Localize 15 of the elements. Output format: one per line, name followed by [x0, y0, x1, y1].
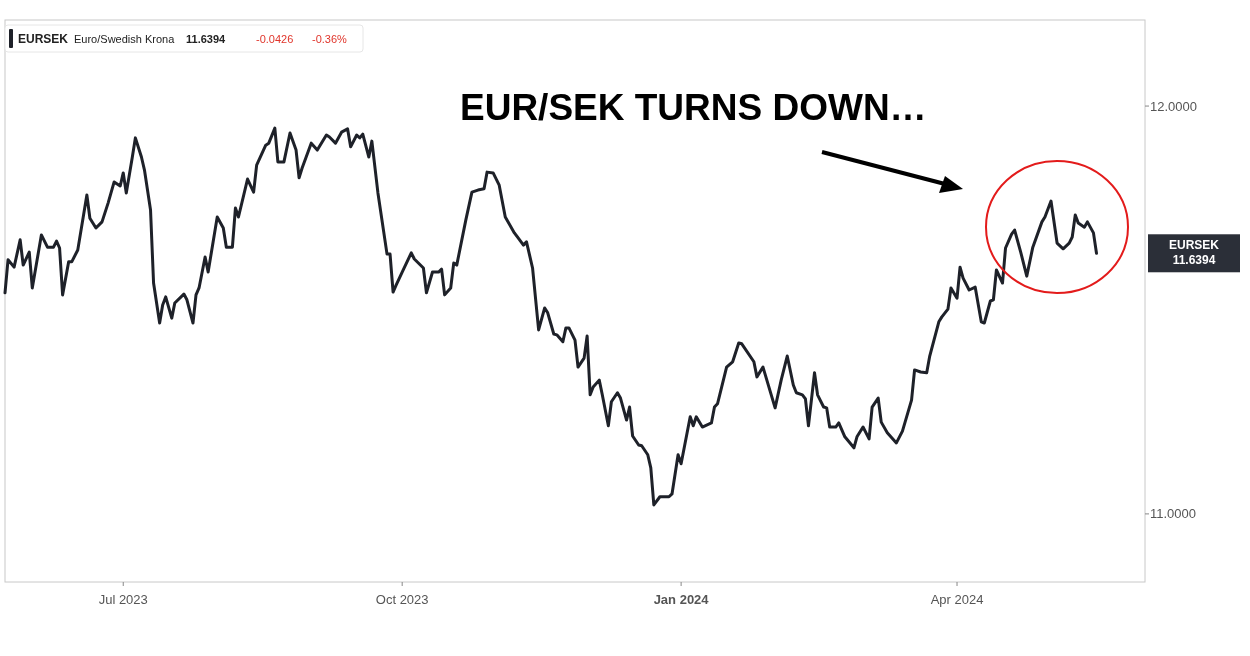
- x-tick-label: Oct 2023: [375, 592, 429, 607]
- x-tick-label: Jan 2024: [653, 592, 710, 607]
- legend-label: EURSEK: [18, 32, 69, 46]
- text: EUR/SEK TURNS DOWN…: [460, 87, 927, 128]
- x-tick-label: Apr 2024: [930, 592, 984, 607]
- line-series: [3, 126, 1098, 507]
- annotation: 11.6394: [186, 33, 227, 45]
- y-tick-label: 12.0000: [1150, 98, 1197, 114]
- annotation: -0.36%: [312, 33, 348, 45]
- x-tick-label: Jul 2023: [98, 592, 148, 607]
- text: EURSEK: [1168, 238, 1220, 253]
- text: 11.6394: [1172, 253, 1216, 268]
- annotation: -0.0426: [256, 33, 294, 45]
- y-tick-label: 11.0000: [1150, 506, 1197, 522]
- annotation: Euro/Swedish Krona: [74, 33, 176, 45]
